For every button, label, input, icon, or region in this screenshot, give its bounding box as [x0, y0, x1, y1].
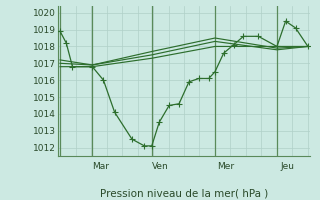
Text: Mer: Mer: [217, 162, 234, 171]
Text: Ven: Ven: [152, 162, 169, 171]
Text: Jeu: Jeu: [280, 162, 294, 171]
Text: Mar: Mar: [92, 162, 109, 171]
Text: Pression niveau de la mer( hPa ): Pression niveau de la mer( hPa ): [100, 189, 268, 199]
